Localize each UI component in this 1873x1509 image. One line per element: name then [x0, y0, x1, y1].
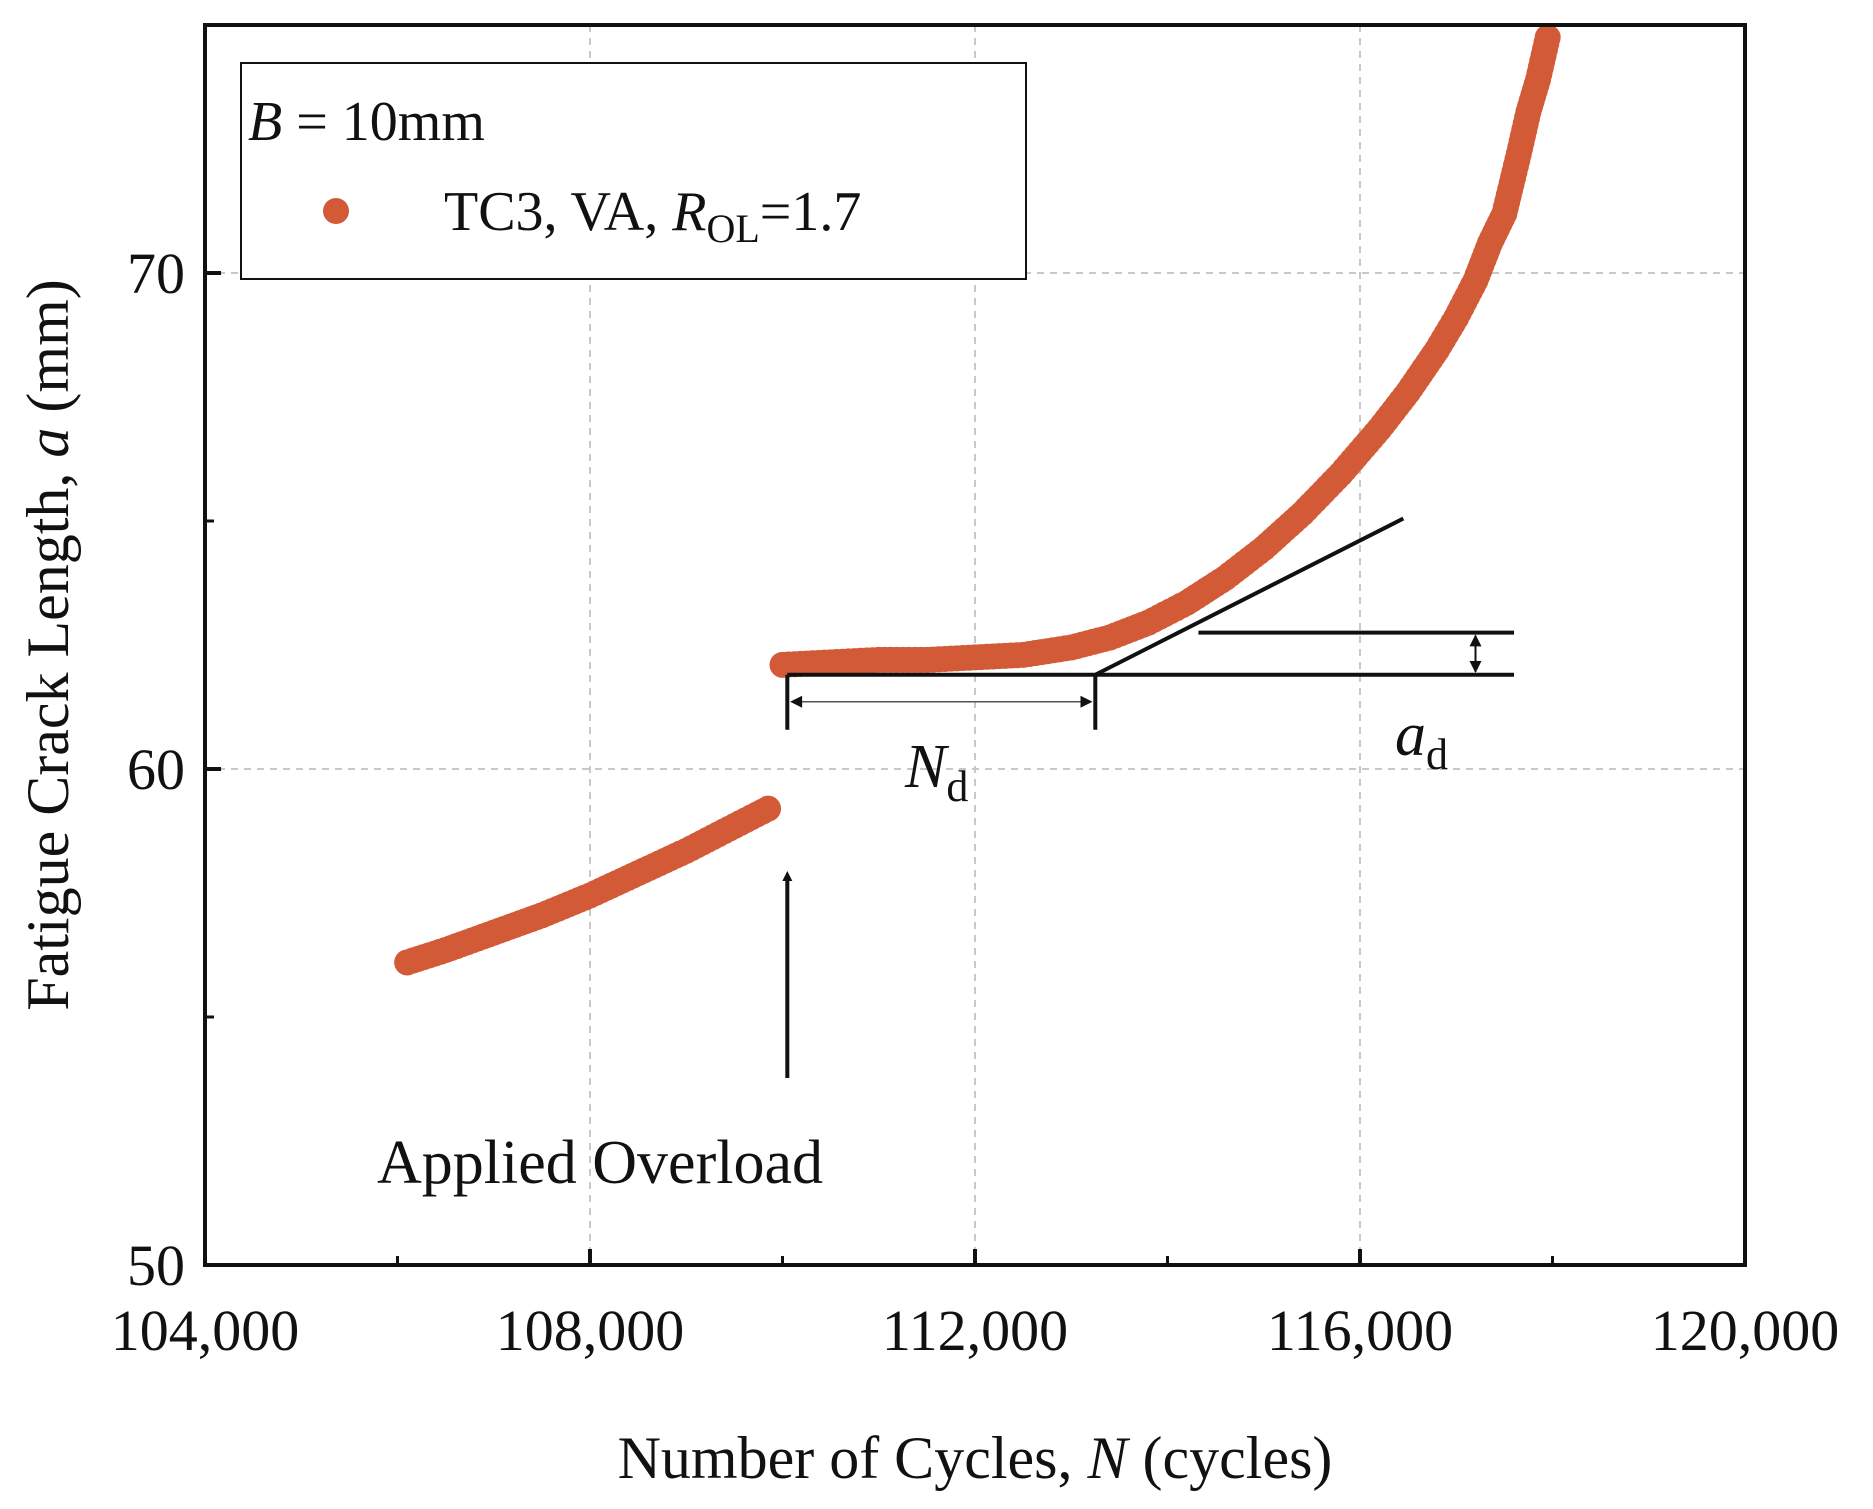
- x-tick-label: 104,000: [111, 1298, 300, 1363]
- nd-label: Nd: [904, 733, 968, 811]
- x-tick-label: 120,000: [1651, 1298, 1840, 1363]
- y-axis-title: Fatigue Crack Length, a (mm): [15, 279, 81, 1011]
- legend: B = 10mm TC3, VA, ROL=1.7: [240, 62, 1027, 280]
- x-tick-label: 116,000: [1267, 1298, 1453, 1363]
- tangent-line: [1094, 516, 1405, 677]
- x-tick-label: 108,000: [496, 1298, 685, 1363]
- y-tick-label: 60: [127, 737, 185, 802]
- x-tick-label: 112,000: [882, 1298, 1068, 1363]
- annotation-lines: [782, 516, 1514, 1078]
- legend-series-label: TC3, VA, ROL=1.7: [444, 181, 861, 251]
- x-axis-title: Number of Cycles, N (cycles): [618, 1425, 1333, 1491]
- legend-header: B = 10mm: [248, 91, 485, 153]
- legend-marker: [323, 198, 349, 224]
- y-tick-label: 50: [127, 1233, 185, 1298]
- ad-label: ad: [1395, 701, 1448, 779]
- data-point: [1534, 25, 1561, 51]
- applied-overload-label: Applied Overload: [377, 1129, 823, 1197]
- data-points: [394, 25, 1561, 976]
- legend-box: [240, 62, 1027, 280]
- data-point: [755, 795, 782, 822]
- y-tick-label: 70: [127, 241, 185, 306]
- axis-ticks: 104,000 108,000 112,000 116,000 120,000 50 60 7…: [111, 241, 1840, 1363]
